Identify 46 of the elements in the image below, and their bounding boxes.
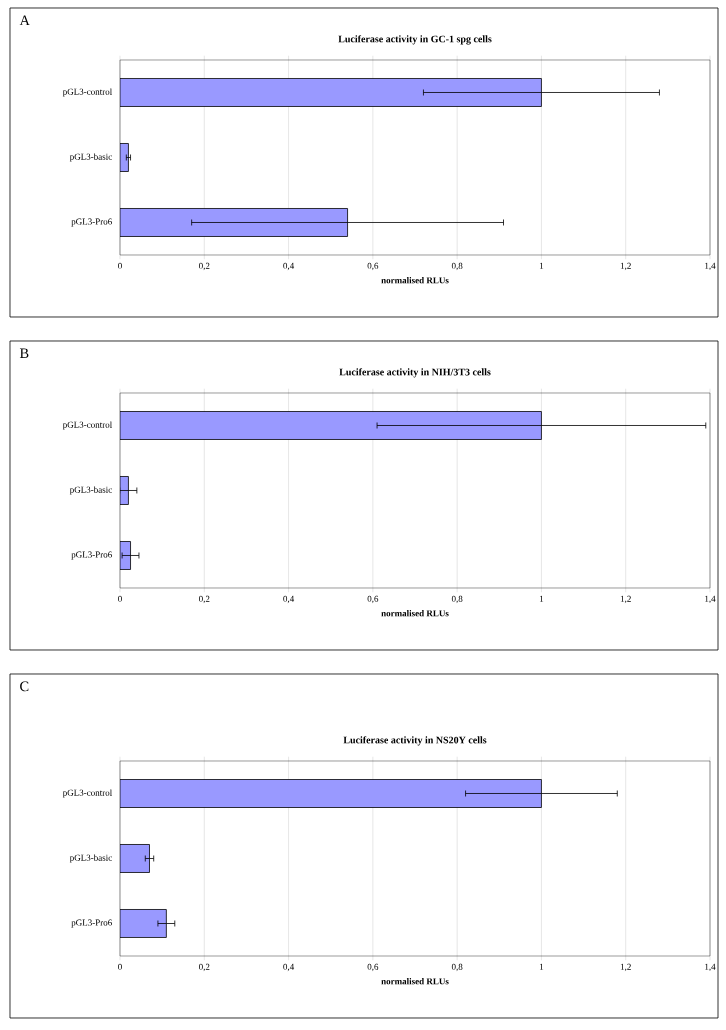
y-tick-label: pGL3-basic (69, 486, 112, 495)
x-tick-label: 0,6 (367, 262, 379, 271)
x-tick-label: 0,8 (451, 595, 463, 604)
x-tick-label: 1,4 (705, 595, 716, 604)
x-tick-label: 0,6 (367, 963, 379, 972)
x-tick-label: 1,4 (705, 262, 716, 271)
x-tick-label: 0,2 (199, 262, 210, 271)
x-tick-label: 1 (539, 963, 544, 970)
bar (120, 909, 167, 938)
x-axis-title: normalised RLUs (381, 978, 449, 985)
x-tick-label: 0,8 (451, 262, 463, 271)
text: C (20, 681, 29, 692)
y-tick-label: pGL3-control (62, 88, 113, 97)
text: A (19, 15, 30, 26)
y-tick-label: pGL3-Pro6 (71, 551, 112, 560)
y-tick-label: pGL3-basic (69, 854, 112, 863)
x-tick-label: 0,2 (199, 595, 210, 604)
x-tick-label: 0,4 (283, 963, 295, 972)
bar (120, 844, 150, 873)
x-tick-label: 0,6 (367, 595, 379, 604)
chart-title: Luciferase activity in NS20Y cells (343, 736, 487, 746)
x-tick-label: 0,4 (283, 262, 295, 271)
x-tick-label: 1 (539, 595, 544, 602)
y-tick-label: pGL3-Pro6 (71, 919, 112, 928)
chart-title: Luciferase activity in NIH/3T3 cells (339, 368, 491, 378)
x-tick-label: 1 (539, 262, 544, 269)
x-axis-title: normalised RLUs (381, 610, 449, 617)
y-tick-label: pGL3-control (62, 789, 113, 798)
bar (120, 78, 542, 107)
y-tick-label: pGL3-basic (69, 153, 112, 162)
x-axis-title: normalised RLUs (381, 277, 449, 284)
x-tick-label: 1,4 (705, 963, 716, 972)
x-tick-label: 0,8 (451, 963, 463, 972)
x-tick-label: 1,2 (620, 963, 631, 972)
text: B (19, 348, 29, 358)
x-tick-label: 0,4 (283, 595, 295, 604)
x-tick-label: 0 (118, 595, 122, 602)
x-tick-label: 0 (118, 262, 122, 269)
x-tick-label: 0,2 (199, 963, 210, 972)
chart-title: Luciferase activity in GC-1 spg cells (338, 35, 492, 45)
x-tick-label: 1,2 (620, 595, 631, 604)
x-tick-label: 1,2 (620, 262, 631, 271)
y-tick-label: pGL3-Pro6 (71, 218, 112, 227)
y-tick-label: pGL3-control (62, 421, 113, 430)
bar (120, 779, 542, 808)
x-tick-label: 0 (118, 963, 122, 970)
